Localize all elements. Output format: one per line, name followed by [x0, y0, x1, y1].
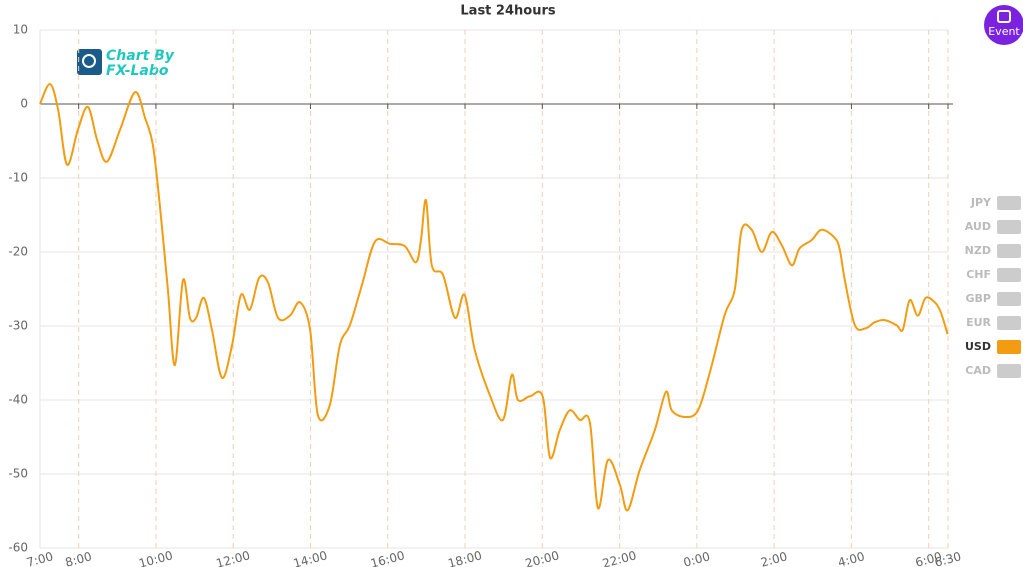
y-tick-label: -30 — [8, 319, 28, 333]
x-tick-label: 7:00 — [25, 549, 55, 567]
x-tick-label: 6:30 — [933, 549, 963, 567]
legend-swatch[interactable] — [997, 292, 1021, 306]
legend-label[interactable]: CHF — [966, 268, 991, 281]
x-tick-label: 2:00 — [759, 549, 789, 567]
y-tick-label: -40 — [8, 393, 28, 407]
legend-label[interactable]: AUD — [965, 220, 991, 233]
legend-label[interactable]: USD — [965, 340, 991, 353]
x-tick-label: 10:00 — [137, 548, 174, 567]
logo: Chart By FX-Labo — [77, 48, 175, 79]
legend-swatch[interactable] — [997, 316, 1021, 330]
x-tick-label: 4:00 — [836, 549, 866, 567]
x-tick-label: 0:00 — [682, 549, 712, 567]
x-tick-label: 16:00 — [369, 548, 406, 567]
x-tick-label: 14:00 — [292, 548, 329, 567]
legend-swatch[interactable] — [997, 340, 1021, 354]
event-label[interactable]: Event — [988, 25, 1020, 38]
x-tick-label: 6:00 — [914, 549, 944, 567]
line-series — [39, 83, 949, 512]
legend-label[interactable]: NZD — [965, 244, 991, 257]
legend-swatch[interactable] — [997, 220, 1021, 234]
legend-swatch[interactable] — [997, 196, 1021, 210]
logo-text: Chart By — [106, 48, 175, 64]
x-tick-label: 22:00 — [601, 548, 638, 567]
y-tick-label: -60 — [8, 541, 28, 555]
event-circle[interactable] — [984, 5, 1023, 45]
y-tick-label: 0 — [20, 97, 28, 111]
logo-lens — [82, 54, 96, 68]
legend-label[interactable]: GBP — [966, 292, 991, 305]
legend-swatch[interactable] — [997, 244, 1021, 258]
x-tick-label: 18:00 — [446, 548, 483, 567]
legend-label[interactable]: JPY — [970, 196, 992, 209]
event-icon — [997, 10, 1011, 23]
logo-icon — [77, 49, 102, 75]
legend-swatch[interactable] — [997, 268, 1021, 282]
y-tick-label: 10 — [13, 23, 28, 37]
legend-label[interactable]: CAD — [965, 364, 991, 377]
y-tick-label: -50 — [8, 467, 28, 481]
chart-title: Last 24hours — [460, 4, 555, 19]
x-tick-label: 12:00 — [215, 548, 252, 567]
legend-swatch[interactable] — [997, 364, 1021, 378]
logo-text: FX-Labo — [106, 63, 169, 79]
y-tick-label: -20 — [8, 245, 28, 259]
y-tick-label: -10 — [8, 171, 28, 185]
x-tick-label: 8:00 — [64, 549, 94, 567]
x-tick-label: 20:00 — [524, 548, 561, 567]
event-button[interactable]: Event — [984, 5, 1023, 45]
legend-label[interactable]: EUR — [966, 316, 991, 329]
